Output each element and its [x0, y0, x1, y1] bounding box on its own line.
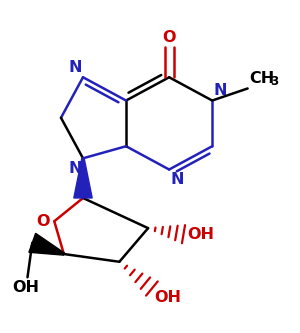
Polygon shape: [74, 158, 92, 198]
Text: 3: 3: [270, 75, 278, 88]
Polygon shape: [29, 233, 64, 255]
Text: OH: OH: [13, 280, 40, 295]
Text: N: N: [214, 83, 227, 98]
Text: OH: OH: [154, 290, 181, 305]
Text: N: N: [68, 60, 82, 75]
Text: OH: OH: [187, 227, 214, 242]
Text: O: O: [37, 214, 50, 229]
Text: CH: CH: [249, 71, 274, 86]
Text: O: O: [162, 30, 176, 45]
Text: N: N: [68, 161, 82, 175]
Text: N: N: [171, 172, 184, 187]
